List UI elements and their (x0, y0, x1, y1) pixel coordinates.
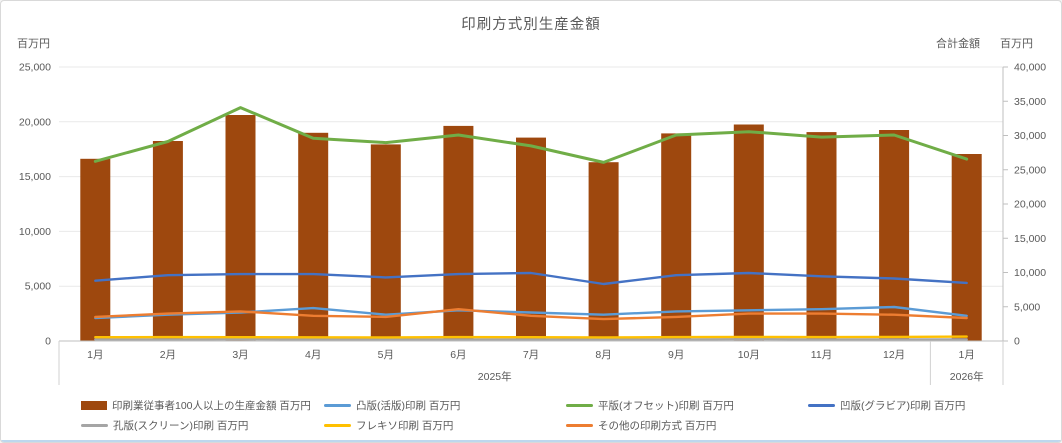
tick-label: 10,000 (19, 226, 51, 238)
month-label: 9月 (668, 349, 684, 361)
month-label: 10月 (738, 349, 760, 361)
left-axis-tick-labels: 0 5,000 10,000 15,000 20,000 25,000 (19, 62, 51, 348)
tick-label: 0 (45, 336, 51, 348)
right-axis-title-text: 合計金額 (936, 38, 980, 50)
year-label: 2025年 (478, 370, 512, 383)
tick-label: 15,000 (19, 171, 51, 183)
tick-label: 5,000 (25, 281, 51, 293)
tick-label: 20,000 (1014, 199, 1046, 211)
bar (225, 115, 256, 341)
x-axis-labels: 1月 2月 3月 4月 5月 6月 7月 8月 9月 10月 11月 12月 1月 2025年 2026年 (87, 349, 984, 383)
bar (152, 141, 183, 341)
tick-label: 35,000 (1014, 96, 1046, 108)
bar-series (80, 115, 982, 342)
month-label: 11月 (811, 349, 832, 361)
month-label: 12月 (883, 349, 905, 361)
right-axis-unit-label: 百万円 (1000, 38, 1033, 50)
tick-label: 10,000 (1014, 267, 1046, 279)
right-axis-title: 合計金額 百万円 (936, 35, 1033, 51)
bar (951, 154, 982, 341)
bar (298, 132, 329, 341)
year-label: 2026年 (950, 370, 984, 383)
tick-label: 25,000 (19, 62, 51, 74)
line-series (94, 271, 968, 286)
line-series (93, 106, 969, 164)
bar (80, 158, 111, 341)
tick-label: 25,000 (1014, 164, 1046, 176)
month-label: 1月 (87, 349, 103, 361)
tick-label: 0 (1014, 336, 1020, 348)
tick-label: 40,000 (1014, 62, 1046, 74)
tick-label: 15,000 (1014, 233, 1046, 245)
tick-label: 30,000 (1014, 130, 1046, 142)
bottom-edge-line (1, 440, 1061, 442)
line-series (94, 335, 968, 339)
tick-label: 20,000 (19, 116, 51, 128)
month-label: 4月 (305, 349, 321, 361)
month-label: 1月 (959, 349, 975, 361)
right-axis-tick-labels: 0 5,000 10,000 15,000 20,000 25,000 30,000 35,0… (1014, 62, 1046, 348)
tick-label: 5,000 (1014, 301, 1040, 313)
bar (806, 132, 837, 341)
bar (443, 125, 474, 342)
bar (370, 144, 401, 341)
month-label: 6月 (450, 349, 466, 361)
bar (733, 124, 764, 341)
axis-lines (58, 66, 1008, 385)
bar (516, 137, 546, 341)
bar (661, 133, 692, 341)
month-label: 3月 (232, 349, 248, 361)
chart-title: 印刷方式別生産金額 (461, 17, 601, 33)
month-label: 5月 (378, 349, 394, 361)
line-series (94, 308, 968, 321)
month-label: 8月 (595, 349, 611, 361)
bar (588, 162, 619, 341)
left-axis-unit-label: 百万円 (17, 38, 50, 50)
month-label: 2月 (160, 349, 176, 361)
month-label: 7月 (523, 349, 539, 361)
